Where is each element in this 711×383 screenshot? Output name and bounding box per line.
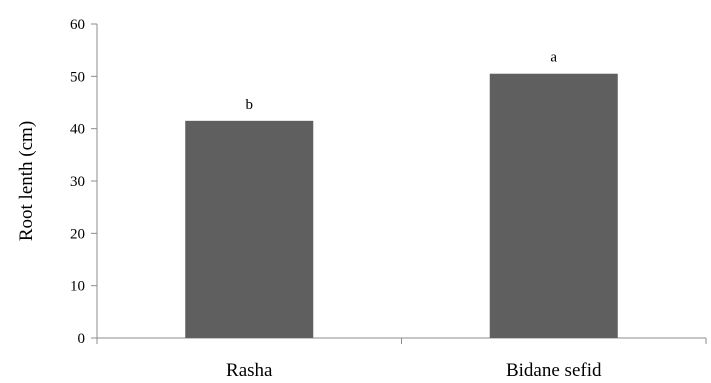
y-tick-label: 10: [70, 279, 85, 295]
y-tick-label: 20: [70, 226, 85, 242]
data-label: b: [246, 97, 254, 113]
y-axis-title: Root lenth (cm): [16, 121, 37, 241]
x-category-label: Bidane sefid: [506, 360, 602, 381]
y-tick-label: 40: [70, 122, 85, 138]
y-tick-label: 30: [70, 174, 85, 190]
x-axis: Rasha Bidane sefid: [96, 337, 707, 381]
bar: [489, 73, 618, 338]
y-tick-label: 50: [70, 69, 85, 85]
bars: [185, 73, 618, 338]
y-axis: 0 10 20 30 40 50 60: [70, 17, 98, 347]
y-tick-label: 0: [78, 331, 86, 347]
y-tick-label: 60: [70, 17, 85, 33]
bar: [185, 120, 314, 338]
data-labels: ba: [246, 50, 558, 113]
data-label: a: [550, 50, 557, 66]
x-category-label: Rasha: [226, 360, 273, 381]
